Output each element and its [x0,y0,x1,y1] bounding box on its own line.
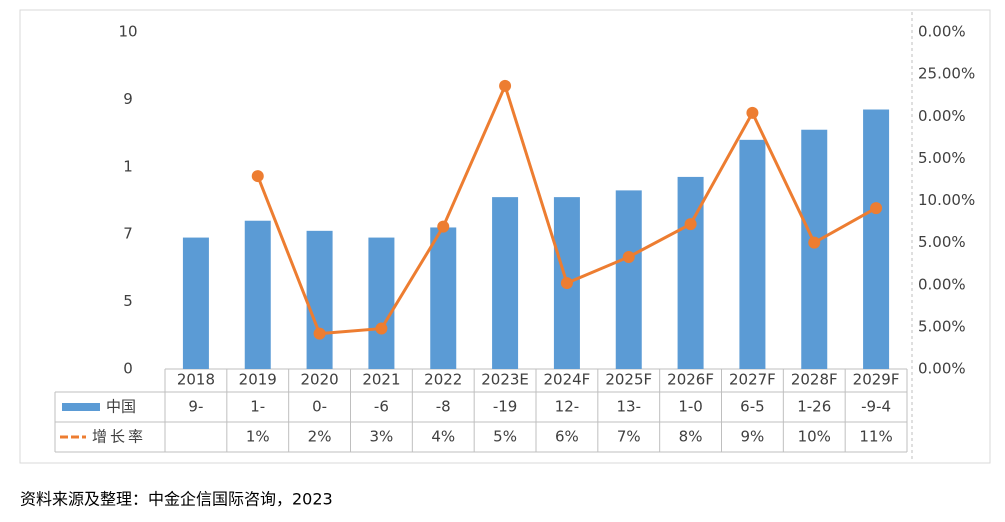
x-tick-label: 2021 [362,371,400,389]
table-cell: 2% [308,428,332,446]
table-cell: -9-4 [861,398,891,416]
x-tick-label: 2028F [791,371,838,389]
bar [615,190,642,369]
table-cell: 8% [679,428,703,446]
bar [182,237,209,369]
bar [244,220,271,369]
legend-label: 中国 [106,398,136,416]
line-point [560,277,573,290]
table-cell: 4% [431,428,455,446]
line-point [437,220,450,233]
table-cell: 5% [493,428,517,446]
y-tick-label: 9 [123,90,133,108]
table-cell: 11% [859,428,892,446]
table-cell: 7% [617,428,641,446]
y2-tick-label: 0.00% [918,275,966,293]
x-tick-label: 2020 [300,371,338,389]
bar [801,129,828,369]
table-cell: 0- [312,398,327,416]
y2-tick-label: 10.00% [918,191,975,209]
chart-frame [19,9,991,464]
y-tick-label: 1 [123,157,133,175]
bar [430,227,457,369]
y-tick-label: 10 [118,23,137,41]
y2-tick-label: 5.00% [918,317,966,335]
line-point [251,170,264,183]
x-tick-label: 2027F [729,371,776,389]
table-cell: 1% [246,428,270,446]
legend-label: 增长率 [92,428,146,446]
y-tick-label: 0 [123,360,133,378]
table-cell: 6-5 [740,398,765,416]
line-point [499,79,512,92]
x-tick-label: 2029F [853,371,900,389]
y2-tick-label: 5.00% [918,149,966,167]
source-note: 资料来源及整理：中金企信国际咨询，2023 [20,490,333,509]
bar [863,109,890,369]
x-tick-label: 2019 [239,371,277,389]
line-point [313,327,326,340]
table-cell: 1-26 [797,398,831,416]
table-cell: 3% [370,428,394,446]
x-tick-label: 2018 [177,371,215,389]
line-point [870,202,883,215]
x-tick-label: 2022 [424,371,462,389]
x-tick-label: 2025F [605,371,652,389]
x-tick-label: 2023E [481,371,529,389]
table-cell: 10% [798,428,831,446]
line-point [375,322,388,335]
table-cell: 1- [250,398,265,416]
table-cell: 6% [555,428,579,446]
line-point [808,236,821,249]
y2-tick-label: 5.00% [918,233,966,251]
table-cell: 9- [188,398,203,416]
line-point [746,106,759,119]
table-cell: -8 [436,398,451,416]
table-cell: 13- [617,398,642,416]
table-cell: -19 [493,398,518,416]
bar [368,237,395,369]
bar [306,230,333,369]
table-cell: 9% [741,428,765,446]
y2-tick-label: 0.00% [918,107,966,125]
legend-swatch [62,403,100,411]
table-cell: 12- [555,398,580,416]
table-cell: -6 [374,398,389,416]
y2-tick-label: 0.00% [918,23,966,41]
y-tick-label: 5 [123,292,133,310]
line-point [622,250,635,263]
bar [739,139,766,369]
table-cell: 1-0 [678,398,703,416]
bar [492,197,519,369]
y-tick-label: 7 [123,225,133,243]
y2-tick-label: 25.00% [918,65,975,83]
x-tick-label: 2026F [667,371,714,389]
y2-tick-label: 0.00% [918,360,966,378]
x-tick-label: 2024F [544,371,591,389]
line-point [684,218,697,231]
